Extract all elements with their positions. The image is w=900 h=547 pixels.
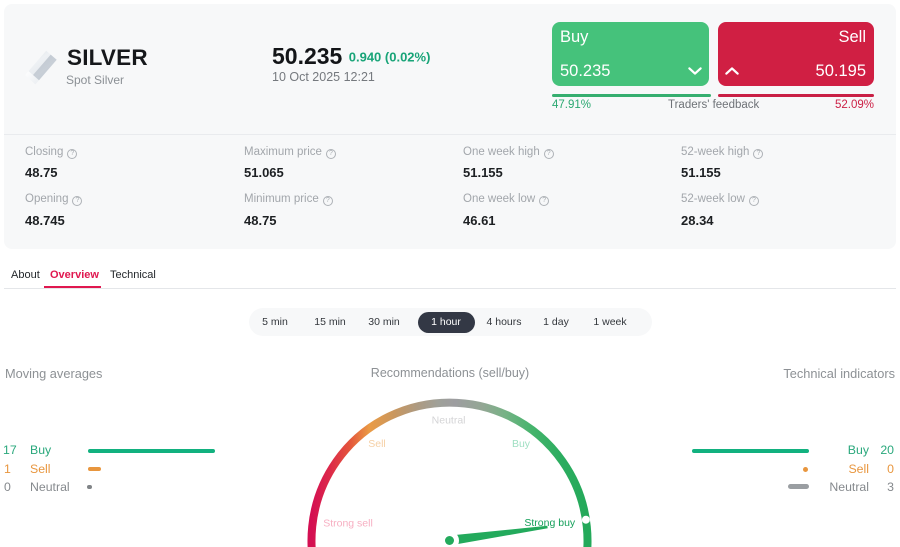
svg-text:Sell: Sell: [368, 438, 386, 450]
svg-text:Strong sell: Strong sell: [323, 518, 373, 530]
svg-text:Buy: Buy: [512, 438, 531, 450]
svg-text:Strong buy: Strong buy: [524, 517, 576, 529]
svg-text:Neutral: Neutral: [432, 414, 466, 426]
